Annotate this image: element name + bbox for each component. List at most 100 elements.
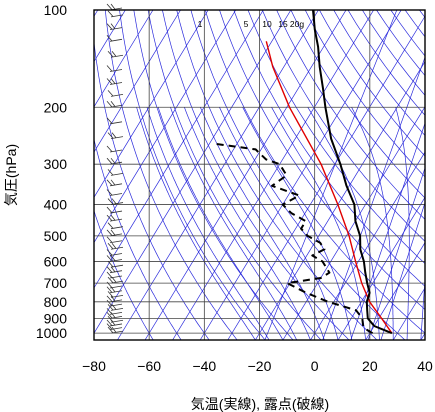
wind-barb <box>106 157 123 165</box>
wind-barb-flag <box>106 271 113 278</box>
isotherm-line <box>227 15 425 340</box>
mixing-ratio-label: 15 <box>278 19 288 29</box>
dewpoint-line <box>212 142 374 335</box>
dry-adiabat-line <box>147 10 322 340</box>
x-tick-label: 0 <box>311 358 319 374</box>
isotherm-line <box>94 10 264 289</box>
dry-adiabat-line <box>190 10 406 340</box>
wind-barb-flag <box>106 266 113 273</box>
moist-adiabat-line <box>420 274 425 340</box>
wind-barb-flag <box>110 295 116 302</box>
y-tick-label: 500 <box>44 228 68 244</box>
wind-barb-flag <box>110 3 116 10</box>
mixing-ratio-labels: 1 5 10 15 20g <box>198 19 305 29</box>
x-tick-label: 40 <box>417 358 433 374</box>
moist-adiabat-line <box>200 107 325 340</box>
temperature-line <box>312 10 393 335</box>
wind-barb <box>107 132 124 139</box>
wind-barb-flag <box>111 304 117 310</box>
y-tick-label: 1000 <box>36 325 67 341</box>
x-tick-label: −20 <box>248 358 272 374</box>
isotherm-line <box>94 10 292 334</box>
y-tick-label: 900 <box>44 310 68 326</box>
wind-barb <box>106 255 123 262</box>
wind-barb <box>106 266 123 274</box>
x-tick-labels: −80 −60 −40 −20 0 20 40 <box>82 358 433 374</box>
plot-frame <box>93 9 426 341</box>
wind-barb-flag <box>110 255 116 261</box>
isotherm-line <box>117 10 319 340</box>
wind-barb-flag <box>106 189 113 196</box>
wind-barb-flag <box>106 157 113 165</box>
wind-barb <box>107 10 124 18</box>
wind-barb <box>106 65 123 72</box>
wind-barb <box>106 229 123 237</box>
moist-adiabat-line <box>395 107 410 340</box>
wind-barb-flag <box>107 304 114 311</box>
wind-barb <box>106 189 123 196</box>
moist-adiabat-line <box>170 107 298 340</box>
y-tick-label: 600 <box>44 253 68 269</box>
wind-barb <box>106 236 123 244</box>
isotherm-line <box>365 241 425 340</box>
wind-barb-flag <box>106 23 113 30</box>
wind-barb-flag <box>106 145 113 152</box>
wind-barb <box>106 23 123 31</box>
wind-barb <box>106 179 123 187</box>
wind-barb-flag <box>106 117 113 124</box>
wind-barb <box>107 291 124 298</box>
parcel-line <box>265 41 393 334</box>
wind-barb <box>106 35 123 42</box>
wind-barb <box>106 323 123 330</box>
wind-barb <box>107 169 124 176</box>
wind-barb-flag <box>106 78 113 85</box>
wind-barb-flag <box>110 23 116 30</box>
wind-barb-flag <box>106 35 113 42</box>
wind-barb <box>107 260 124 268</box>
wind-barb-flag <box>107 326 114 334</box>
wind-barb-flag <box>106 65 113 72</box>
x-tick-label: 20 <box>362 358 378 374</box>
wind-barb-flag <box>107 50 114 58</box>
wind-barb-flag <box>106 214 113 222</box>
wind-barb-flag <box>107 222 114 229</box>
wind-barb-flag <box>107 315 114 323</box>
wind-barb <box>106 206 123 214</box>
dry-adiabat-line <box>94 39 210 340</box>
wind-barb-flag <box>106 308 113 315</box>
mixing-ratio-label: 1 <box>198 19 203 29</box>
dry-adiabat-line <box>404 10 425 38</box>
y-tick-label: 700 <box>44 275 68 291</box>
moist-adiabat-line <box>242 107 353 340</box>
y-tick-label: 100 <box>44 2 68 18</box>
mixing-ratio-label: 10 <box>262 19 272 29</box>
dry-adiabat-line <box>347 10 425 116</box>
wind-barb-flag <box>106 295 113 302</box>
dry-adiabat-line <box>261 10 425 242</box>
x-tick-label: −40 <box>192 358 216 374</box>
wind-barb-flag <box>106 101 113 108</box>
wind-barb-flag <box>107 198 114 205</box>
dry-adiabat-line <box>204 10 425 334</box>
isotherm-line <box>337 196 425 340</box>
wind-barb-flag <box>110 266 116 273</box>
wind-barb <box>107 222 124 230</box>
wind-barb-flag <box>110 101 116 107</box>
wind-barb-flag <box>110 179 116 186</box>
wind-barb <box>106 101 123 108</box>
mixing-ratio-line <box>322 56 425 340</box>
wind-barb-flag <box>106 312 113 319</box>
moist-adiabat-line <box>136 107 256 340</box>
wind-barb <box>107 276 124 284</box>
wind-barb <box>106 295 123 303</box>
wind-barb-flag <box>107 90 114 97</box>
moist-adiabat-line <box>157 107 284 340</box>
wind-barb-flag <box>106 255 113 262</box>
wind-barb <box>106 249 123 256</box>
wind-barb <box>106 117 123 125</box>
x-tick-label: −60 <box>137 358 161 374</box>
wind-barb-flag <box>106 179 113 186</box>
wind-barb-flag <box>110 157 116 164</box>
